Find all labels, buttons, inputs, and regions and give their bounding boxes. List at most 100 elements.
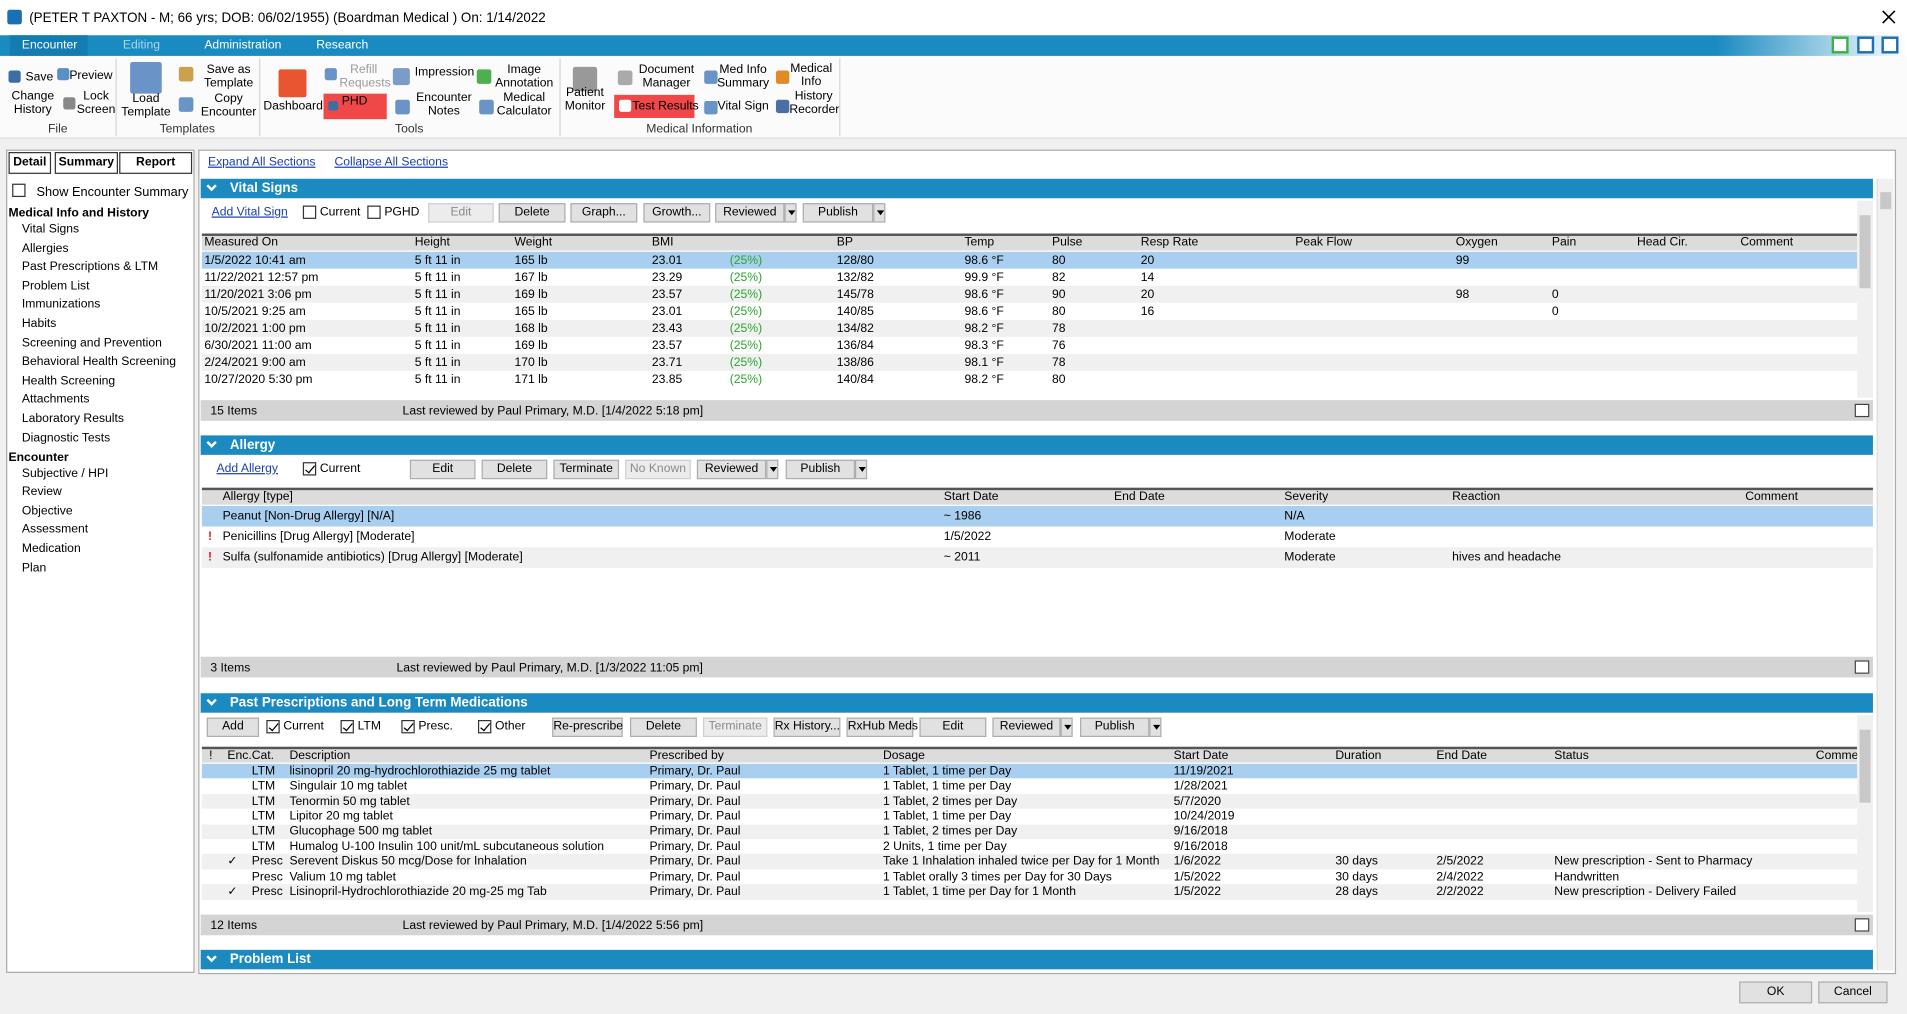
column-header[interactable]: Resp Rate <box>1141 236 1198 249</box>
panel-tab[interactable]: Summary <box>55 152 118 174</box>
toolbar-button[interactable]: Terminate <box>703 718 767 737</box>
nav-item[interactable]: Diagnostic Tests <box>22 431 110 444</box>
column-header[interactable]: End Date <box>1436 749 1487 762</box>
toolbar-button[interactable]: Edit <box>919 718 986 737</box>
panel-tab[interactable]: Report <box>119 152 192 174</box>
section-link[interactable]: Collapse All Sections <box>334 156 448 169</box>
column-header[interactable]: Height <box>415 236 450 249</box>
ribbon-button[interactable]: Load Template <box>119 94 173 120</box>
dialog-button[interactable]: OK <box>1739 981 1812 1003</box>
checkbox[interactable] <box>478 720 491 733</box>
dropdown-button[interactable]: Reviewed <box>992 718 1060 737</box>
nav-item[interactable]: Assessment <box>22 523 88 536</box>
expand-icon[interactable] <box>1855 918 1870 931</box>
toolbar-button[interactable]: Graph... <box>570 203 637 222</box>
column-header[interactable]: Pulse <box>1052 236 1082 249</box>
ribbon-button[interactable]: Dashboard <box>260 101 326 114</box>
nav-item[interactable]: Attachments <box>22 393 90 406</box>
nav-item[interactable]: Laboratory Results <box>22 412 124 425</box>
section-header[interactable] <box>201 435 1873 454</box>
toolbar-link[interactable]: Add Allergy <box>216 462 278 475</box>
nav-item[interactable]: Objective <box>22 504 73 517</box>
section-header[interactable] <box>201 179 1873 198</box>
column-header[interactable]: BMI <box>652 236 674 249</box>
nav-item[interactable]: Health Screening <box>22 374 115 387</box>
table-row[interactable] <box>202 779 1857 794</box>
nav-item[interactable]: Subjective / HPI <box>22 467 109 480</box>
toolbar-button[interactable]: No Known <box>625 460 691 479</box>
toolbar-button[interactable]: Delete <box>482 460 548 479</box>
window-control[interactable] <box>1857 36 1874 53</box>
dropdown-button[interactable]: Publish <box>803 203 874 222</box>
column-header[interactable]: Dosage <box>883 749 925 762</box>
column-header[interactable]: Measured On <box>204 236 278 249</box>
ribbon-button[interactable]: Save <box>26 71 54 84</box>
ribbon-button[interactable]: Change History <box>5 91 61 117</box>
column-header[interactable]: End Date <box>1114 490 1165 503</box>
nav-item[interactable]: Habits <box>22 317 56 330</box>
checkbox-label[interactable]: Current <box>283 720 324 733</box>
dialog-button[interactable]: Cancel <box>1818 981 1887 1003</box>
column-header[interactable]: Pain <box>1552 236 1576 249</box>
section-header[interactable] <box>201 950 1873 969</box>
column-header[interactable]: Duration <box>1335 749 1381 762</box>
nav-item[interactable]: Vital Signs <box>22 223 79 236</box>
ribbon-button[interactable]: Preview <box>69 69 112 82</box>
ribbon-button[interactable]: Save as Template <box>198 64 259 90</box>
ribbon-button[interactable]: Medical Calculator <box>493 92 556 118</box>
ribbon-button[interactable]: Impression <box>415 66 474 79</box>
nav-item[interactable]: Problem List <box>22 279 90 292</box>
checkbox[interactable] <box>367 206 380 219</box>
ribbon-button[interactable]: Copy Encounter <box>198 94 259 120</box>
toolbar-button[interactable]: RxHub Meds <box>846 718 913 737</box>
checkbox[interactable] <box>12 184 25 197</box>
toolbar-button[interactable]: Add <box>207 718 259 737</box>
nav-item[interactable]: Immunizations <box>22 298 100 311</box>
column-header[interactable]: Weight <box>514 236 552 249</box>
column-header[interactable]: ! <box>209 749 212 762</box>
toolbar-button[interactable]: Edit <box>410 460 476 479</box>
ribbon-button[interactable]: Medical Info <box>789 63 833 89</box>
menu-tab[interactable]: Research <box>316 39 368 52</box>
ribbon-button[interactable]: Document Manager <box>635 64 698 90</box>
ribbon-button[interactable]: Test Results <box>632 100 698 113</box>
column-header[interactable]: Status <box>1554 749 1588 762</box>
nav-item[interactable]: Medication <box>22 542 81 555</box>
table-row[interactable] <box>202 506 1873 527</box>
column-header[interactable]: Allergy [type] <box>223 490 293 503</box>
window-control[interactable] <box>1832 36 1849 53</box>
column-header[interactable]: Comment <box>1745 490 1798 503</box>
menu-tab[interactable]: Editing <box>123 39 160 52</box>
window-control[interactable] <box>1881 36 1898 53</box>
column-header[interactable]: Start Date <box>1174 749 1229 762</box>
checkbox-label[interactable]: LTM <box>358 720 381 733</box>
toolbar-button[interactable]: Re-prescribe <box>552 718 623 737</box>
nav-item[interactable]: Screening and Prevention <box>22 336 162 349</box>
column-header[interactable]: Oxygen <box>1456 236 1498 249</box>
section-link[interactable]: Expand All Sections <box>208 156 316 169</box>
checkbox-label[interactable]: Presc. <box>418 720 452 733</box>
toolbar-button[interactable]: Edit <box>428 203 494 222</box>
checkbox[interactable] <box>401 720 414 733</box>
ribbon-button[interactable]: History Recorder <box>789 91 838 117</box>
nav-item[interactable]: Review <box>22 485 62 498</box>
toolbar-button[interactable]: Rx History... <box>774 718 841 737</box>
toolbar-button[interactable]: Terminate <box>553 460 619 479</box>
toolbar-button[interactable]: Delete <box>499 203 566 222</box>
expand-icon[interactable] <box>1855 404 1870 417</box>
checkbox[interactable] <box>303 206 316 219</box>
table-row[interactable] <box>202 824 1857 839</box>
column-header[interactable]: Description <box>289 749 350 762</box>
close-button[interactable] <box>1881 10 1896 25</box>
menu-tab[interactable]: Administration <box>204 39 281 52</box>
ribbon-button[interactable]: Vital Sign <box>718 100 769 113</box>
column-header[interactable]: BP <box>837 236 853 249</box>
nav-item[interactable]: Allergies <box>22 242 69 255</box>
ribbon-button[interactable]: Med Info Summary <box>716 64 770 90</box>
dropdown-button[interactable]: Publish <box>1080 718 1149 737</box>
column-header[interactable]: Temp <box>964 236 994 249</box>
show-summary-label[interactable]: Show Encounter Summary <box>36 185 188 200</box>
nav-item[interactable]: Plan <box>22 561 46 574</box>
dropdown-button[interactable]: Publish <box>786 460 855 479</box>
column-header[interactable]: Cat. <box>252 749 274 762</box>
